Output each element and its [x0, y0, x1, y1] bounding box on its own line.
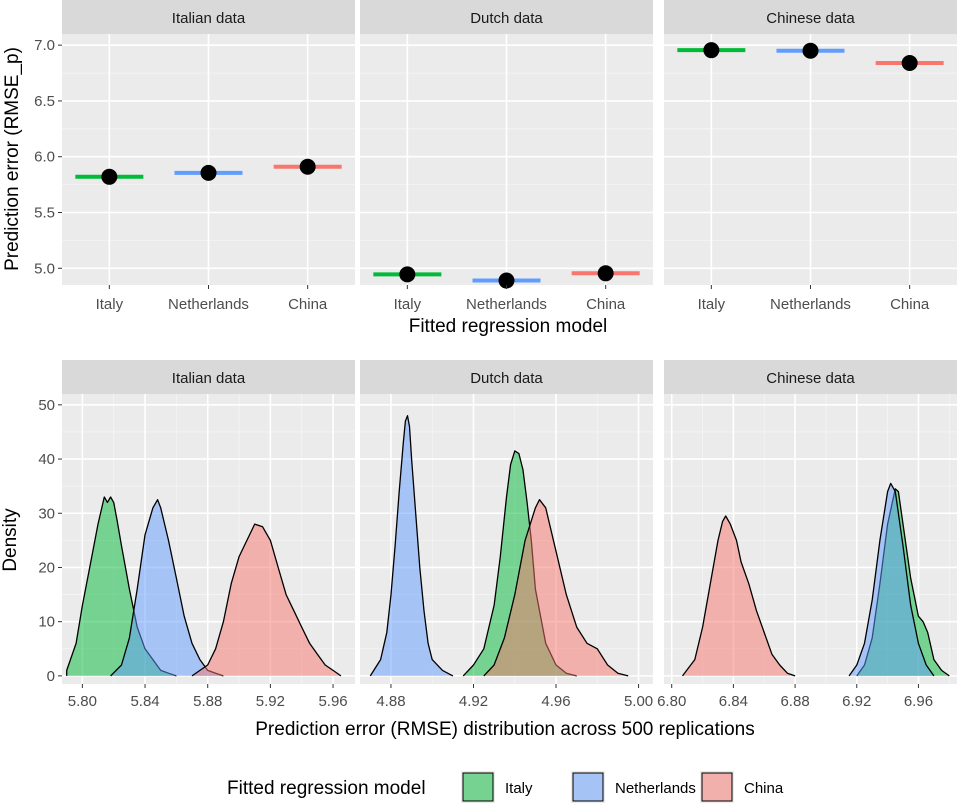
x-axis-title: Prediction error (RMSE) distribution acr… — [255, 719, 754, 740]
x-tick-label: 4.92 — [459, 693, 488, 710]
x-tick-label: 5.96 — [318, 693, 347, 710]
x-tick-label: 6.84 — [719, 693, 748, 710]
strip-title: Dutch data — [470, 370, 543, 387]
density-china — [483, 499, 629, 677]
legend: Fitted regression model Italy Netherlands C… — [227, 771, 784, 803]
point-china — [597, 265, 614, 282]
legend-label: Netherlands — [615, 780, 696, 797]
legend-label: China — [744, 780, 784, 797]
y-tick-label: 5.0 — [34, 260, 55, 277]
strip-title: Italian data — [172, 370, 246, 387]
density-netherlands — [369, 415, 454, 677]
y-tick-label: 7.0 — [34, 37, 55, 54]
top-panel-italian-data: Italian data Italy Netherlands China — [62, 0, 355, 313]
legend-label: Italy — [505, 780, 533, 797]
legend-swatch-italy — [462, 772, 494, 802]
x-tick-label: China — [586, 296, 626, 313]
y-tick-label: 6.0 — [34, 149, 55, 166]
legend-title: Fitted regression model — [227, 778, 426, 799]
point-netherlands — [802, 42, 819, 59]
y-tick-label: 50 — [38, 397, 55, 414]
x-tick-label: Italy — [698, 296, 726, 313]
strip-background — [360, 360, 653, 394]
density-netherlands — [110, 499, 224, 677]
x-tick-label: 6.80 — [657, 693, 686, 710]
y-tick-label: 30 — [38, 505, 55, 522]
strip-title: Chinese data — [766, 370, 855, 387]
strip-title: Dutch data — [470, 10, 543, 27]
strip-title: Italian data — [172, 10, 246, 27]
top-panel-dutch-data: Dutch data Italy Netherlands China — [360, 0, 653, 313]
strip-background — [62, 360, 355, 394]
y-axis-title: Prediction error (RMSE_p) — [2, 47, 23, 271]
x-tick-label: 5.00 — [624, 693, 653, 710]
strip-background — [664, 0, 957, 34]
strip-background — [360, 0, 653, 34]
strip-title: Chinese data — [766, 10, 855, 27]
x-axis-title: Fitted regression model — [409, 316, 608, 337]
x-tick-label: 6.88 — [780, 693, 809, 710]
x-tick-label: Netherlands — [168, 296, 249, 313]
bottom-chart-density: Italian data 5.80 5.84 5.88 5.92 5.96 Dutch da… — [0, 360, 957, 740]
bottom-panel-chinese-data: Chinese data 6.80 6.84 6.88 6.92 6.96 — [657, 360, 957, 710]
density-china — [681, 515, 796, 677]
bottom-panel-dutch-data: Dutch data 4.88 4.92 4.96 5.00 — [360, 360, 653, 710]
x-tick-label: 5.92 — [256, 693, 285, 710]
y-tick-label: 6.5 — [34, 93, 55, 110]
x-tick-label: Italy — [394, 296, 422, 313]
point-italy — [101, 168, 118, 185]
y-tick-label: 10 — [38, 614, 55, 631]
point-netherlands — [498, 272, 515, 289]
bottom-panel-italian-data: Italian data 5.80 5.84 5.88 5.92 5.96 — [62, 360, 355, 710]
x-tick-label: 4.96 — [541, 693, 570, 710]
strip-background — [664, 360, 957, 394]
legend-swatch-netherlands — [572, 772, 604, 802]
x-tick-label: 5.84 — [130, 693, 159, 710]
y-tick-label: 40 — [38, 451, 55, 468]
strip-background — [62, 0, 355, 34]
x-tick-label: Netherlands — [770, 296, 851, 313]
x-tick-label: 4.88 — [376, 693, 405, 710]
x-tick-label: 5.80 — [68, 693, 97, 710]
density-china — [191, 523, 342, 677]
legend-item-italy: Italy — [461, 771, 533, 803]
point-italy — [703, 42, 720, 59]
point-italy — [399, 266, 416, 283]
y-tick-label: 20 — [38, 559, 55, 576]
y-tick-label: 5.5 — [34, 204, 55, 221]
x-tick-label: Netherlands — [466, 296, 547, 313]
x-tick-label: 6.92 — [842, 693, 871, 710]
x-tick-label: 6.96 — [904, 693, 933, 710]
density-netherlands — [848, 482, 935, 677]
x-tick-label: Italy — [96, 296, 124, 313]
legend-swatch-china — [701, 772, 733, 802]
top-panel-chinese-data: Chinese data Italy Netherlands China — [664, 0, 957, 313]
point-netherlands — [200, 164, 217, 181]
x-tick-label: 5.88 — [193, 693, 222, 710]
y-tick-label: 0 — [47, 668, 55, 685]
point-china — [299, 158, 316, 175]
y-axis-title: Density — [0, 508, 21, 572]
legend-item-netherlands: Netherlands — [571, 771, 696, 803]
legend-item-china: China — [700, 771, 784, 803]
x-tick-label: China — [288, 296, 328, 313]
x-tick-label: China — [890, 296, 930, 313]
point-china — [901, 55, 918, 72]
